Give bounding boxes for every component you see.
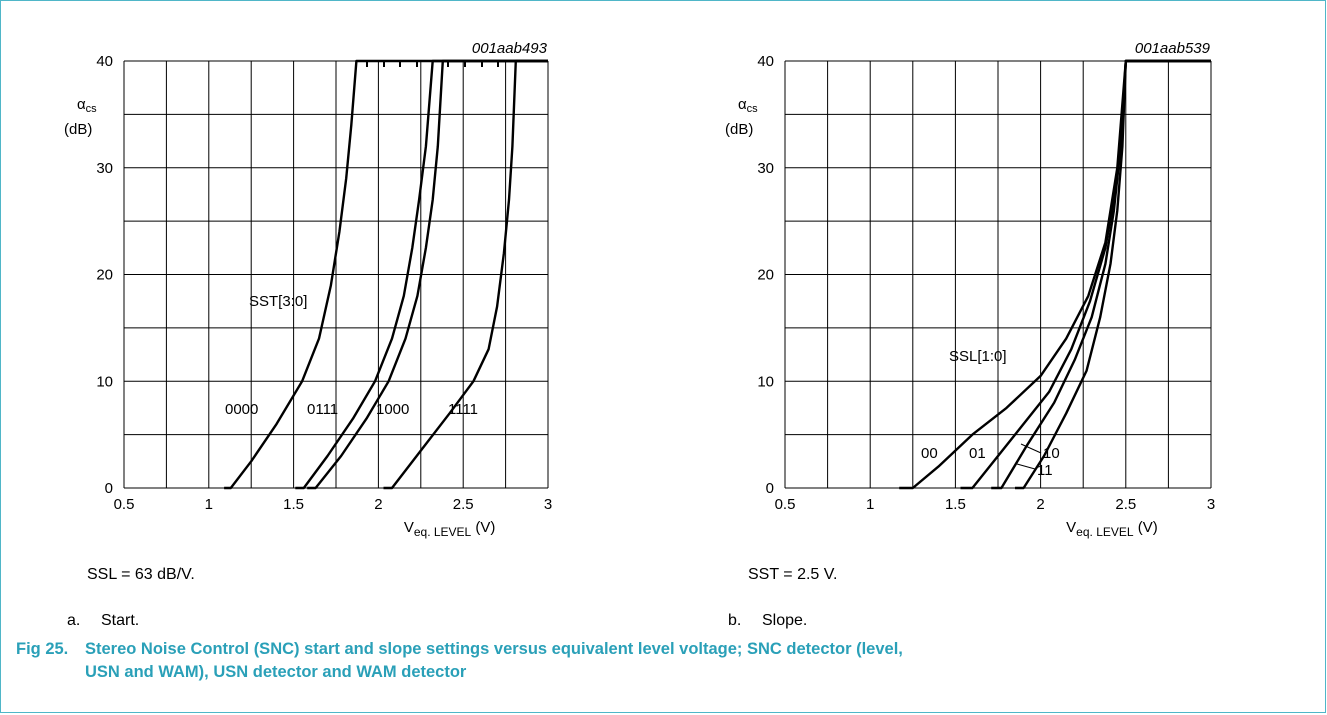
x-tick-label: 1 [866,496,874,513]
callout-leader [1016,463,1036,470]
series-label-0111: 0111 [307,401,338,418]
callout-leader [1020,443,1042,454]
series-line-0111 [295,59,548,490]
series-label-11: 11 [1037,462,1053,479]
x-tick-label: 1.5 [283,496,304,513]
series-family-label: SST[3:0] [249,293,307,310]
x-axis-label: Veq. LEVEL (V) [404,519,496,539]
figure-caption-line2: USN and WAM), USN detector and WAM detec… [85,663,467,681]
x-tick-label: 3 [1207,496,1215,513]
x-tick-label: 3 [544,496,552,513]
series-line-1000 [307,59,548,490]
series-label-01: 01 [969,445,986,462]
series-line-11 [1015,59,1211,490]
subfigure-caption: Slope. [762,612,807,629]
gridlines [123,60,549,489]
y-tick-label: 40 [757,53,774,70]
y-axis-label: αcs [77,96,97,115]
y-axis-unit: (dB) [64,121,92,138]
chart-code: 001aab539 [1135,40,1211,57]
subfigure-caption: Start. [101,612,139,629]
y-tick-label: 10 [757,373,774,390]
x-tick-label: 2 [374,496,382,513]
y-tick-label: 0 [766,480,774,497]
series-label-1111: 1111 [448,401,478,418]
x-tick-label: 0.5 [114,496,135,513]
y-tick-label: 20 [96,267,113,284]
figure-caption-line1: Stereo Noise Control (SNC) start and slo… [85,640,903,658]
series-label-0000: 0000 [225,401,258,418]
series-label-00: 00 [921,445,938,462]
y-tick-label: 10 [96,373,113,390]
subfigure-letter: b. [728,612,741,629]
x-tick-label: 0.5 [775,496,796,513]
gridlines [784,60,1212,489]
chart-code: 001aab493 [472,40,548,57]
y-axis-unit: (dB) [725,121,753,138]
x-tick-label: 1 [205,496,213,513]
x-axis-label: Veq. LEVEL (V) [1066,519,1158,539]
y-axis-label: αcs [738,96,758,115]
subfigure-letter: a. [67,612,80,629]
x-tick-label: 2.5 [1115,496,1136,513]
figure-number: Fig 25. [16,640,69,658]
x-tick-label: 1.5 [945,496,966,513]
condition-note: SST = 2.5 V. [748,566,837,583]
series-label-1000: 1000 [376,401,409,418]
y-tick-label: 0 [105,480,113,497]
series-line-0000 [224,59,548,490]
y-tick-label: 30 [757,160,774,177]
series-line-1111 [383,59,548,490]
y-tick-label: 30 [96,160,113,177]
x-tick-label: 2 [1036,496,1044,513]
y-tick-label: 20 [757,267,774,284]
x-tick-label: 2.5 [453,496,474,513]
series-family-label: SSL[1:0] [949,348,1007,365]
y-tick-label: 40 [96,53,113,70]
series-label-10: 10 [1043,445,1060,462]
condition-note: SSL = 63 dB/V. [87,566,195,583]
